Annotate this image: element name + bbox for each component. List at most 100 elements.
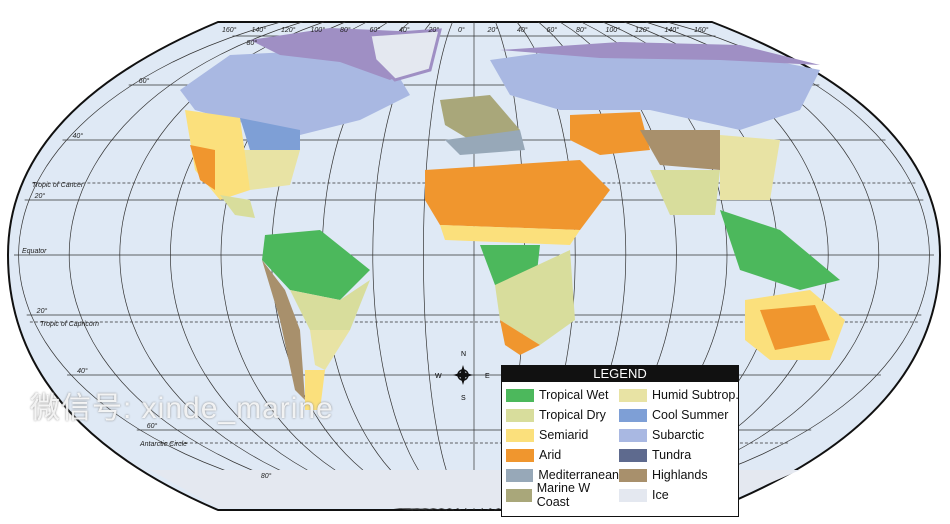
longitude-label: 120° xyxy=(635,26,650,34)
longitude-label: 160° xyxy=(694,26,709,34)
region-tropical-dry xyxy=(495,250,575,345)
longitude-label: 100° xyxy=(311,26,326,34)
longitude-label: 160° xyxy=(222,26,237,34)
tropic-of-cancer-label: Tropic of Cancer xyxy=(32,182,84,189)
compass-rose: N S E W xyxy=(435,351,490,402)
region-subarctic xyxy=(490,45,820,130)
region-tropical-wet xyxy=(720,210,840,290)
longitude-label: 60° xyxy=(370,26,381,34)
legend-swatch xyxy=(619,408,647,422)
legend-label: Arid xyxy=(539,448,562,462)
meridian xyxy=(534,21,930,511)
latitude-label: 60° xyxy=(147,422,158,430)
meridian xyxy=(423,21,468,511)
region-arid xyxy=(500,320,540,355)
legend-item: Cool Summer xyxy=(619,407,739,423)
compass-e: E xyxy=(485,373,490,380)
region-tropical-dry xyxy=(220,195,255,218)
legend-item: Mediterranean xyxy=(506,467,619,483)
antarctic-circle-label: Antarctic Circle xyxy=(139,441,187,448)
legend-label: Highlands xyxy=(652,468,708,482)
region-humid-subtrop xyxy=(310,330,350,370)
compass-w: W xyxy=(435,373,442,380)
region-arid xyxy=(570,112,650,155)
longitude-label: 20° xyxy=(428,26,440,34)
legend-item: Humid Subtrop. xyxy=(619,387,739,403)
meridian xyxy=(18,21,414,511)
region-humid-subtrop xyxy=(240,150,300,190)
meridian xyxy=(68,21,420,511)
equator-label: Equator xyxy=(22,248,47,255)
latitude-label: 20° xyxy=(34,192,46,200)
legend-swatch xyxy=(619,448,647,462)
legend-item: Marine W Coast xyxy=(506,481,619,509)
compass-n: N xyxy=(461,351,466,358)
region-tropical-wet xyxy=(262,230,370,300)
compass-s: S xyxy=(461,395,466,402)
latitude-label: 40° xyxy=(73,132,84,140)
latitude-label: 80° xyxy=(247,39,258,47)
legend-label: Semiarid xyxy=(539,428,589,442)
region-semiarid xyxy=(305,370,325,410)
longitude-label: 40° xyxy=(517,26,528,34)
region-subarctic xyxy=(180,50,410,135)
longitude-label: 60° xyxy=(547,26,558,34)
region-highlands xyxy=(640,130,720,170)
legend: LEGEND Tropical Wet Humid Subtrop. Tropica… xyxy=(501,365,739,517)
longitude-label: 140° xyxy=(665,26,680,34)
legend-label: Marine W Coast xyxy=(536,481,591,509)
watermark: 微信号: xinde_marine xyxy=(30,392,334,425)
legend-label: Subarctic xyxy=(652,428,705,442)
region-tundra xyxy=(500,42,820,65)
legend-item: Subarctic xyxy=(619,427,739,443)
longitude-label: 80° xyxy=(576,26,587,34)
region-ice xyxy=(368,28,442,82)
longitude-label: 20° xyxy=(487,26,499,34)
legend-item: Tundra xyxy=(619,447,739,463)
legend-item: Arid xyxy=(506,447,619,463)
region-tropical-dry xyxy=(290,280,370,330)
legend-swatch xyxy=(619,488,647,502)
legend-label: Humid Subtrop. xyxy=(652,388,739,402)
region-semiarid xyxy=(440,225,580,245)
legend-label: Mediterranean xyxy=(538,468,619,482)
region-highlands xyxy=(262,260,305,400)
latitude-label: 80° xyxy=(261,472,272,480)
region-tropical-dry xyxy=(650,170,720,215)
longitude-label: 140° xyxy=(252,26,267,34)
region-humid-subtrop xyxy=(720,135,780,200)
legend-item: Ice xyxy=(619,487,739,503)
legend-swatch xyxy=(619,468,647,482)
latitude-label: 60° xyxy=(139,77,150,85)
region-cool-summer xyxy=(240,118,300,150)
legend-title: LEGEND xyxy=(502,366,738,382)
region-arid xyxy=(425,160,610,230)
legend-swatch xyxy=(506,428,534,442)
region-marine-w-coast xyxy=(440,95,520,140)
legend-swatch xyxy=(619,428,647,442)
legend-item: Highlands xyxy=(619,467,739,483)
legend-swatch xyxy=(506,468,534,482)
latitude-label: 40° xyxy=(77,367,88,375)
legend-swatch xyxy=(506,408,534,422)
legend-item: Tropical Dry xyxy=(506,407,619,423)
legend-label: Tropical Wet xyxy=(539,388,609,402)
legend-item: Tropical Wet xyxy=(506,387,619,403)
longitude-label: 0° xyxy=(458,26,465,34)
legend-label: Tropical Dry xyxy=(539,408,606,422)
legend-swatch xyxy=(506,488,532,502)
region-mediterranean xyxy=(445,130,525,155)
legend-label: Tundra xyxy=(652,448,692,462)
region-arid xyxy=(760,305,830,350)
longitude-label: 40° xyxy=(399,26,410,34)
legend-label: Cool Summer xyxy=(652,408,729,422)
longitude-label: 120° xyxy=(281,26,296,34)
legend-swatch xyxy=(619,388,647,402)
longitude-label: 80° xyxy=(340,26,351,34)
legend-label: Ice xyxy=(652,488,669,502)
legend-swatch xyxy=(506,388,534,402)
longitude-label: 100° xyxy=(606,26,621,34)
region-arid xyxy=(190,145,215,190)
legend-item: Semiarid xyxy=(506,427,619,443)
